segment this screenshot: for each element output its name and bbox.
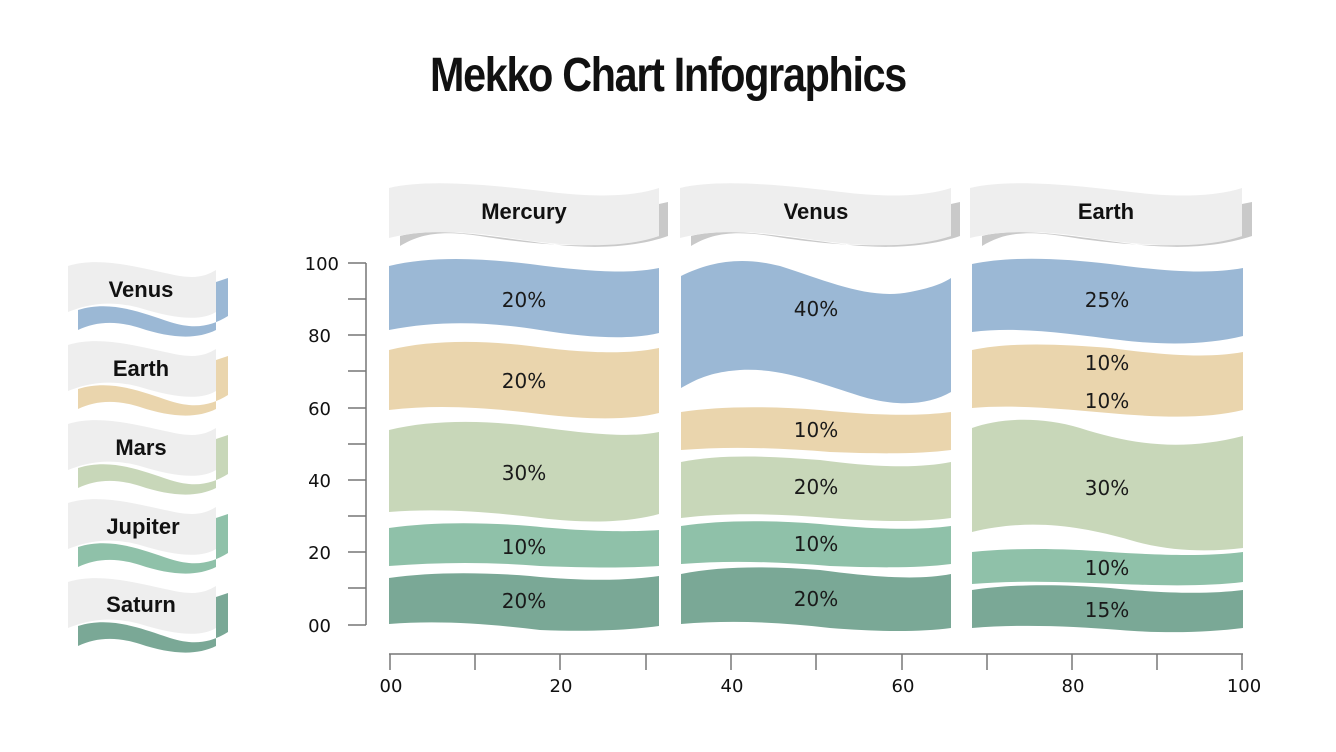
x-axis-ticks: 00 20 40 60 80 100 (380, 676, 1262, 697)
header-shadow (400, 202, 668, 247)
segment-label: 25% (1085, 288, 1129, 312)
legend-item-mars: Mars (68, 420, 228, 495)
segment-label: 15% (1085, 598, 1129, 622)
legend-swatch-jupiter (78, 514, 228, 574)
segment-label: 20% (794, 475, 838, 499)
segment-venus-mars[interactable] (681, 456, 951, 522)
segment-label: 20% (502, 288, 546, 312)
segment-venus-saturn[interactable] (681, 567, 951, 631)
legend-flag-earth (68, 341, 216, 397)
x-tick-label: 00 (380, 676, 403, 697)
segment-venus-earth[interactable] (681, 407, 951, 454)
x-tick-label: 100 (1227, 676, 1261, 697)
segment-mercury-venus[interactable] (389, 259, 659, 338)
x-tick-label: 60 (892, 676, 915, 697)
page-title: Mekko Chart Infographics (430, 49, 907, 102)
segment-earth-earth[interactable] (972, 344, 1243, 417)
header-shadow (691, 202, 960, 247)
column-header-label: Mercury (481, 199, 567, 224)
segment-earth-venus[interactable] (972, 258, 1243, 344)
segment-mercury-jupiter[interactable] (389, 523, 659, 568)
legend-item-earth: Earth (68, 341, 228, 416)
segment-earth-mars[interactable] (972, 419, 1243, 551)
legend-item-jupiter: Jupiter (68, 499, 228, 574)
legend-label-jupiter: Jupiter (106, 514, 180, 539)
legend-flag-jupiter (68, 499, 216, 555)
legend-label-earth: Earth (113, 356, 169, 381)
header-shadow (982, 202, 1252, 247)
segment-venus-jupiter[interactable] (681, 521, 951, 568)
x-tick-label: 40 (721, 676, 744, 697)
legend-label-saturn: Saturn (106, 592, 176, 617)
y-axis-ticks: 100 80 60 40 20 00 (305, 254, 339, 637)
segment-mercury-saturn[interactable] (389, 573, 659, 631)
y-tick-label: 00 (308, 616, 331, 637)
segment-label: 10% (1085, 556, 1129, 580)
segment-label: 30% (502, 461, 546, 485)
segment-label: 10% (502, 535, 546, 559)
segment-label: 10% (794, 532, 838, 556)
segment-label: 30% (1085, 476, 1129, 500)
segment-earth-jupiter[interactable] (972, 549, 1243, 586)
legend-swatch-saturn (78, 593, 228, 653)
x-axis (389, 653, 1243, 670)
y-tick-label: 20 (308, 543, 331, 564)
column-header-earth: Earth (970, 183, 1252, 247)
legend: Venus Earth Mars Jupiter Saturn (68, 262, 228, 653)
legend-label-venus: Venus (109, 277, 174, 302)
segment-label: 20% (794, 587, 838, 611)
segment-mercury-earth[interactable] (389, 341, 659, 419)
y-axis (348, 262, 367, 626)
legend-item-saturn: Saturn (68, 578, 228, 653)
segment-label: 40% (794, 297, 838, 321)
legend-item-venus: Venus (68, 262, 228, 337)
column-header-label: Earth (1078, 199, 1134, 224)
x-tick-label: 20 (550, 676, 573, 697)
legend-flag-mars (68, 420, 216, 476)
header-flag (680, 183, 951, 246)
y-tick-label: 40 (308, 471, 331, 492)
y-tick-label: 100 (305, 254, 339, 275)
legend-label-mars: Mars (115, 435, 166, 460)
column-venus: 40% 10% 20% 10% 20% (681, 261, 951, 631)
column-earth: 25% 10% 10% 30% 10% 15% (972, 258, 1243, 633)
header-flag (970, 183, 1242, 246)
x-tick-label: 80 (1062, 676, 1085, 697)
segment-venus-venus[interactable] (681, 261, 951, 404)
segment-label: 20% (502, 369, 546, 393)
legend-flag-venus (68, 262, 216, 318)
legend-swatch-mars (78, 435, 228, 495)
y-tick-label: 80 (308, 326, 331, 347)
y-tick-label: 60 (308, 399, 331, 420)
segment-earth-saturn[interactable] (972, 585, 1243, 633)
column-mercury: 20% 20% 30% 10% 20% (389, 259, 659, 631)
legend-swatch-venus (78, 278, 228, 337)
segment-label: 10% (1085, 351, 1129, 375)
segment-label: 10% (794, 418, 838, 442)
segment-label: 10% (1085, 389, 1129, 413)
legend-swatch-earth (78, 356, 228, 416)
segment-mercury-mars[interactable] (389, 421, 659, 522)
column-header-venus: Venus (680, 183, 960, 247)
column-header-mercury: Mercury (389, 183, 668, 247)
header-flag (389, 183, 659, 246)
legend-flag-saturn (68, 578, 216, 634)
column-header-label: Venus (784, 199, 849, 224)
segment-label: 20% (502, 589, 546, 613)
